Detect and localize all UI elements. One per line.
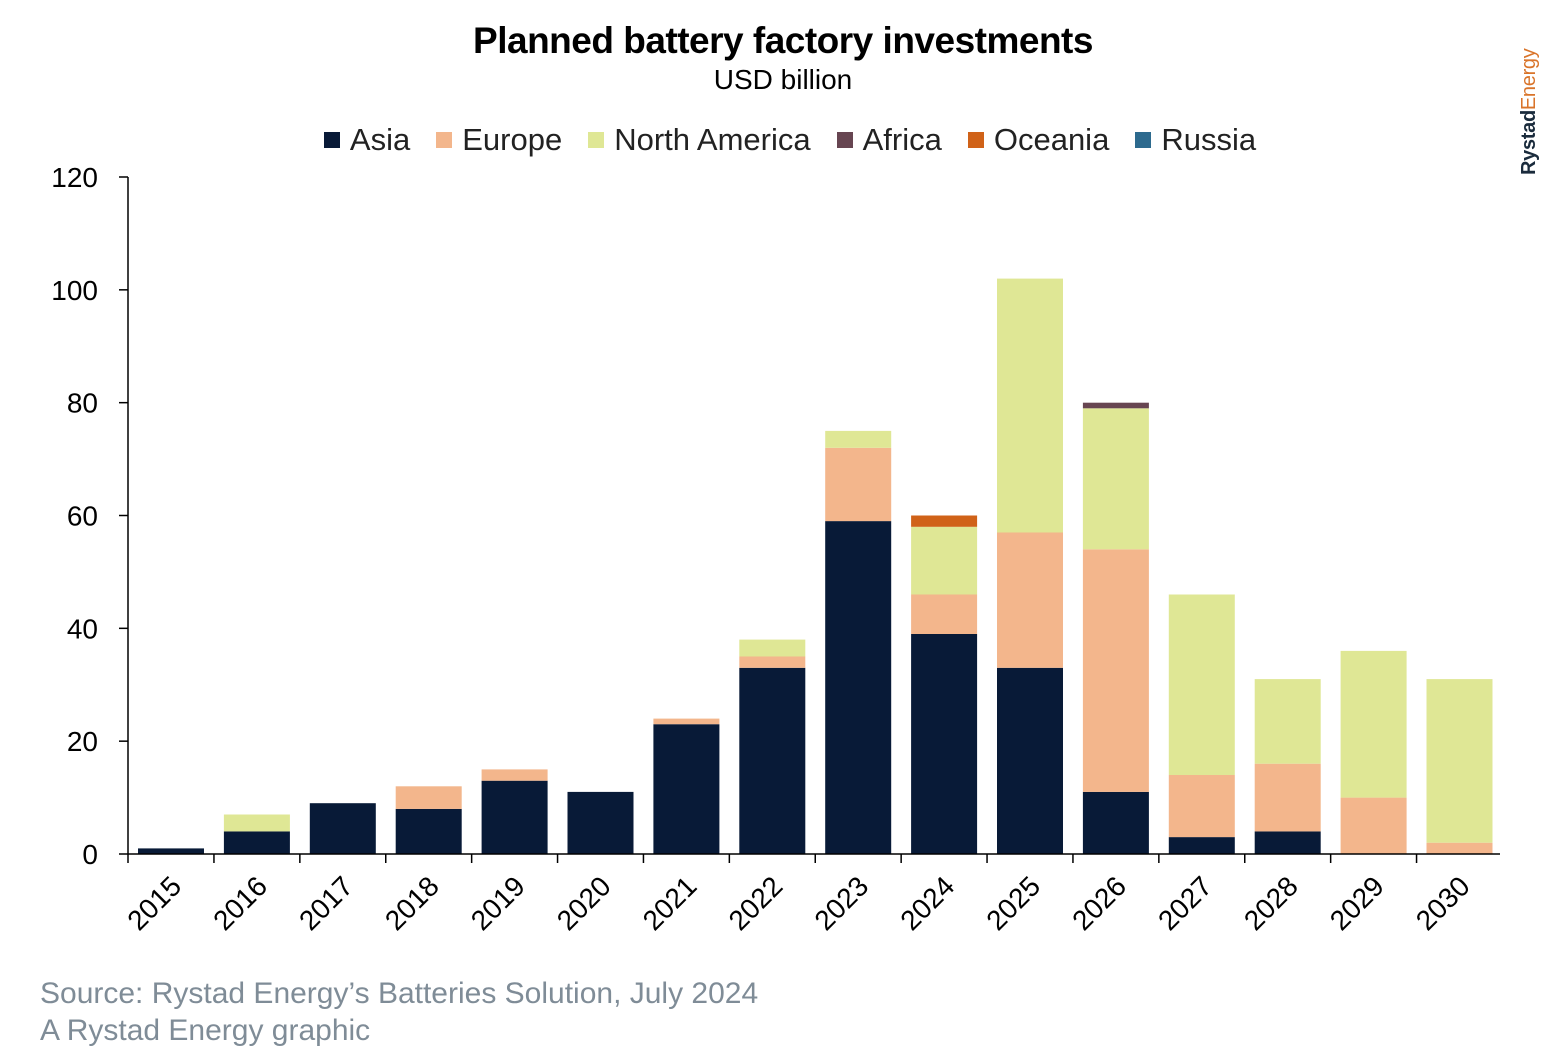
- bar-2027-north-america: [1168, 594, 1235, 775]
- legend-label-africa: Africa: [862, 122, 942, 157]
- bar-2025-north-america: [997, 278, 1063, 533]
- x-tick-label-2030: 2030: [1410, 870, 1476, 936]
- chart-title: Planned battery factory investments: [473, 20, 1093, 61]
- bar-2030-north-america: [1426, 679, 1493, 843]
- bar-2022-europe: [739, 656, 806, 668]
- legend-label-europe: Europe: [462, 122, 563, 157]
- bar-2026-north-america: [1082, 408, 1149, 550]
- x-tick-label-2024: 2024: [894, 870, 960, 936]
- legend-label-oceania: Oceania: [993, 122, 1110, 157]
- bar-2026-europe: [1082, 549, 1149, 792]
- x-tick-label-2021: 2021: [637, 870, 703, 936]
- x-tick-label-2018: 2018: [379, 870, 445, 936]
- x-tick-label-2016: 2016: [207, 870, 273, 936]
- x-tick-label-2028: 2028: [1238, 870, 1304, 936]
- x-tick-label-2017: 2017: [293, 870, 359, 936]
- bar-2028-asia: [1254, 831, 1321, 854]
- bar-2026-africa: [1082, 402, 1149, 409]
- bar-2015-asia: [138, 848, 204, 854]
- credit-note: A Rystad Energy graphic: [40, 1014, 371, 1047]
- x-tick-label-2029: 2029: [1324, 870, 1390, 936]
- legend-swatch-russia: [1135, 132, 1152, 148]
- bar-2027-europe: [1168, 775, 1235, 838]
- x-tick-label-2023: 2023: [808, 870, 874, 936]
- x-tick-label-2022: 2022: [723, 870, 789, 936]
- bar-2028-europe: [1254, 763, 1321, 832]
- y-tick-label-60: 60: [67, 501, 98, 532]
- bar-2023-asia: [825, 521, 892, 854]
- bar-2019-asia: [481, 780, 548, 854]
- bar-2024-oceania: [911, 515, 978, 527]
- legend-swatch-oceania: [967, 132, 984, 148]
- legend-item-europe: Europe: [436, 122, 562, 158]
- x-tick-label-2025: 2025: [980, 870, 1046, 936]
- bar-2024-europe: [911, 594, 978, 634]
- bar-2018-asia: [395, 808, 462, 854]
- bar-2019-europe: [481, 769, 548, 781]
- bar-2022-north-america: [739, 639, 806, 657]
- legend-label-asia: Asia: [349, 122, 411, 157]
- bar-2018-europe: [395, 786, 462, 809]
- y-tick-label-20: 20: [67, 726, 98, 757]
- bar-2021-europe: [653, 718, 720, 725]
- bar-2024-north-america: [911, 526, 978, 595]
- bar-2027-asia: [1168, 837, 1235, 854]
- bar-2029-north-america: [1340, 650, 1407, 798]
- y-tick-label-120: 120: [51, 162, 98, 193]
- bar-2023-north-america: [825, 430, 892, 448]
- legend-swatch-asia: [323, 132, 340, 148]
- source-note: Source: Rystad Energy’s Batteries Soluti…: [40, 977, 759, 1010]
- bar-2030-europe: [1426, 842, 1493, 854]
- legend-item-asia: Asia: [323, 122, 411, 158]
- bar-2025-asia: [997, 667, 1063, 854]
- x-tick-label-2015: 2015: [121, 870, 187, 936]
- x-tick-label-2019: 2019: [465, 870, 531, 936]
- bar-2022-asia: [739, 667, 806, 854]
- chart-subtitle: USD billion: [713, 64, 853, 95]
- legend-item-russia: Russia: [1135, 122, 1256, 158]
- legend-item-north-america: North America: [588, 122, 811, 158]
- bar-2025-europe: [997, 532, 1063, 668]
- x-tick-label-2026: 2026: [1066, 870, 1132, 936]
- legend-label-russia: Russia: [1161, 122, 1257, 157]
- legend-swatch-north-america: [588, 132, 605, 148]
- legend-item-africa: Africa: [836, 122, 942, 158]
- y-tick-label-40: 40: [67, 613, 98, 644]
- legend: Asia Europe North America Africa Oceania Russ…: [0, 122, 1546, 158]
- bar-2017-asia: [309, 803, 376, 854]
- y-tick-label-80: 80: [67, 388, 98, 419]
- bar-2028-north-america: [1254, 679, 1321, 764]
- legend-swatch-africa: [836, 132, 853, 148]
- legend-label-north-america: North America: [614, 122, 811, 157]
- legend-item-oceania: Oceania: [967, 122, 1110, 158]
- x-tick-label-2020: 2020: [551, 870, 617, 936]
- bar-2024-asia: [911, 634, 978, 854]
- bar-2026-asia: [1082, 791, 1149, 854]
- bar-2021-asia: [653, 724, 720, 854]
- bar-2029-europe: [1340, 797, 1407, 854]
- y-tick-label-100: 100: [51, 275, 98, 306]
- bar-2020-asia: [567, 791, 634, 854]
- bars-group: [138, 278, 1493, 854]
- bar-2016-asia: [223, 831, 290, 854]
- bar-2023-europe: [825, 447, 892, 522]
- bar-2016-north-america: [223, 814, 290, 832]
- y-tick-label-0: 0: [82, 839, 98, 870]
- x-tick-label-2027: 2027: [1152, 870, 1218, 936]
- legend-swatch-europe: [436, 132, 453, 148]
